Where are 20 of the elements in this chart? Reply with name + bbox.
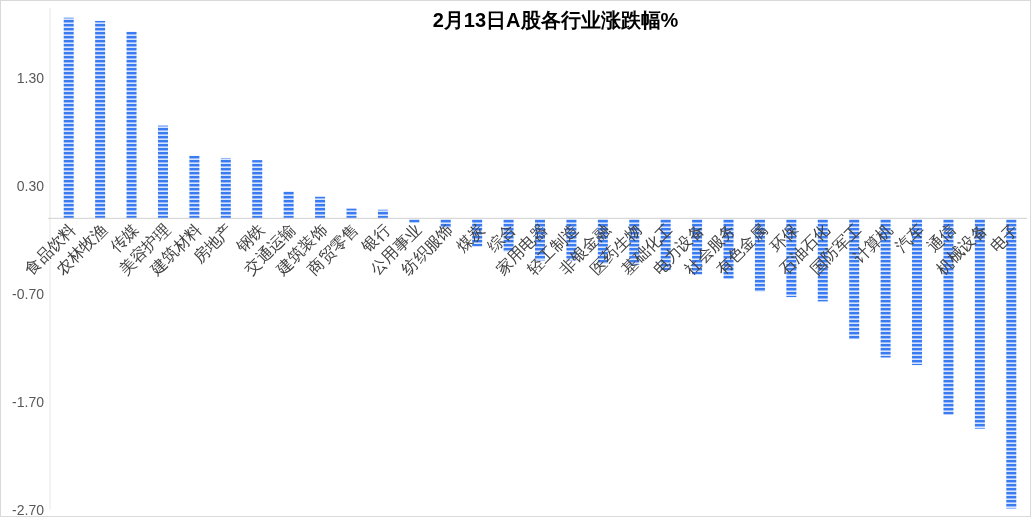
y-tick-label: -2.70 xyxy=(12,501,45,517)
bar xyxy=(189,155,200,219)
bar xyxy=(377,209,388,219)
bar xyxy=(346,208,357,219)
bar xyxy=(283,191,294,219)
x-tick-label: 煤炭 xyxy=(452,220,488,256)
bar xyxy=(95,20,106,219)
bar xyxy=(63,17,74,219)
y-tick-label: -0.70 xyxy=(12,285,45,302)
x-tick-label: 电子 xyxy=(986,220,1022,256)
bar xyxy=(157,125,168,219)
bar xyxy=(315,196,326,219)
bar xyxy=(252,160,263,219)
bar xyxy=(409,218,420,223)
bar xyxy=(126,31,137,219)
y-tick-label: 0.30 xyxy=(16,177,45,194)
y-tick-label: -1.70 xyxy=(12,393,45,410)
bar xyxy=(220,157,231,219)
chart-title: 2月13日A股各行业涨跌幅% xyxy=(432,9,679,31)
y-tick-label: 1.30 xyxy=(16,70,45,87)
